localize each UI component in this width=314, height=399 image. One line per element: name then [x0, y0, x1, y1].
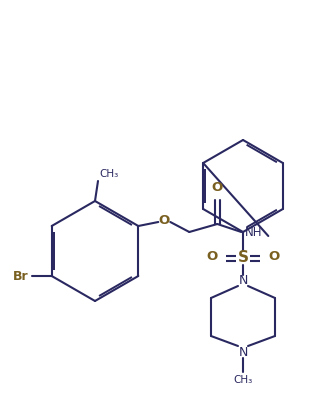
Text: O: O — [268, 251, 279, 263]
Text: N: N — [238, 346, 248, 358]
Text: CH₃: CH₃ — [233, 375, 253, 385]
Text: Br: Br — [13, 269, 29, 282]
Text: O: O — [207, 251, 218, 263]
Text: CH₃: CH₃ — [99, 169, 118, 179]
Text: S: S — [237, 251, 248, 265]
Text: O: O — [159, 213, 170, 227]
Text: O: O — [212, 181, 223, 194]
Text: NH: NH — [245, 227, 263, 239]
Text: N: N — [238, 273, 248, 286]
